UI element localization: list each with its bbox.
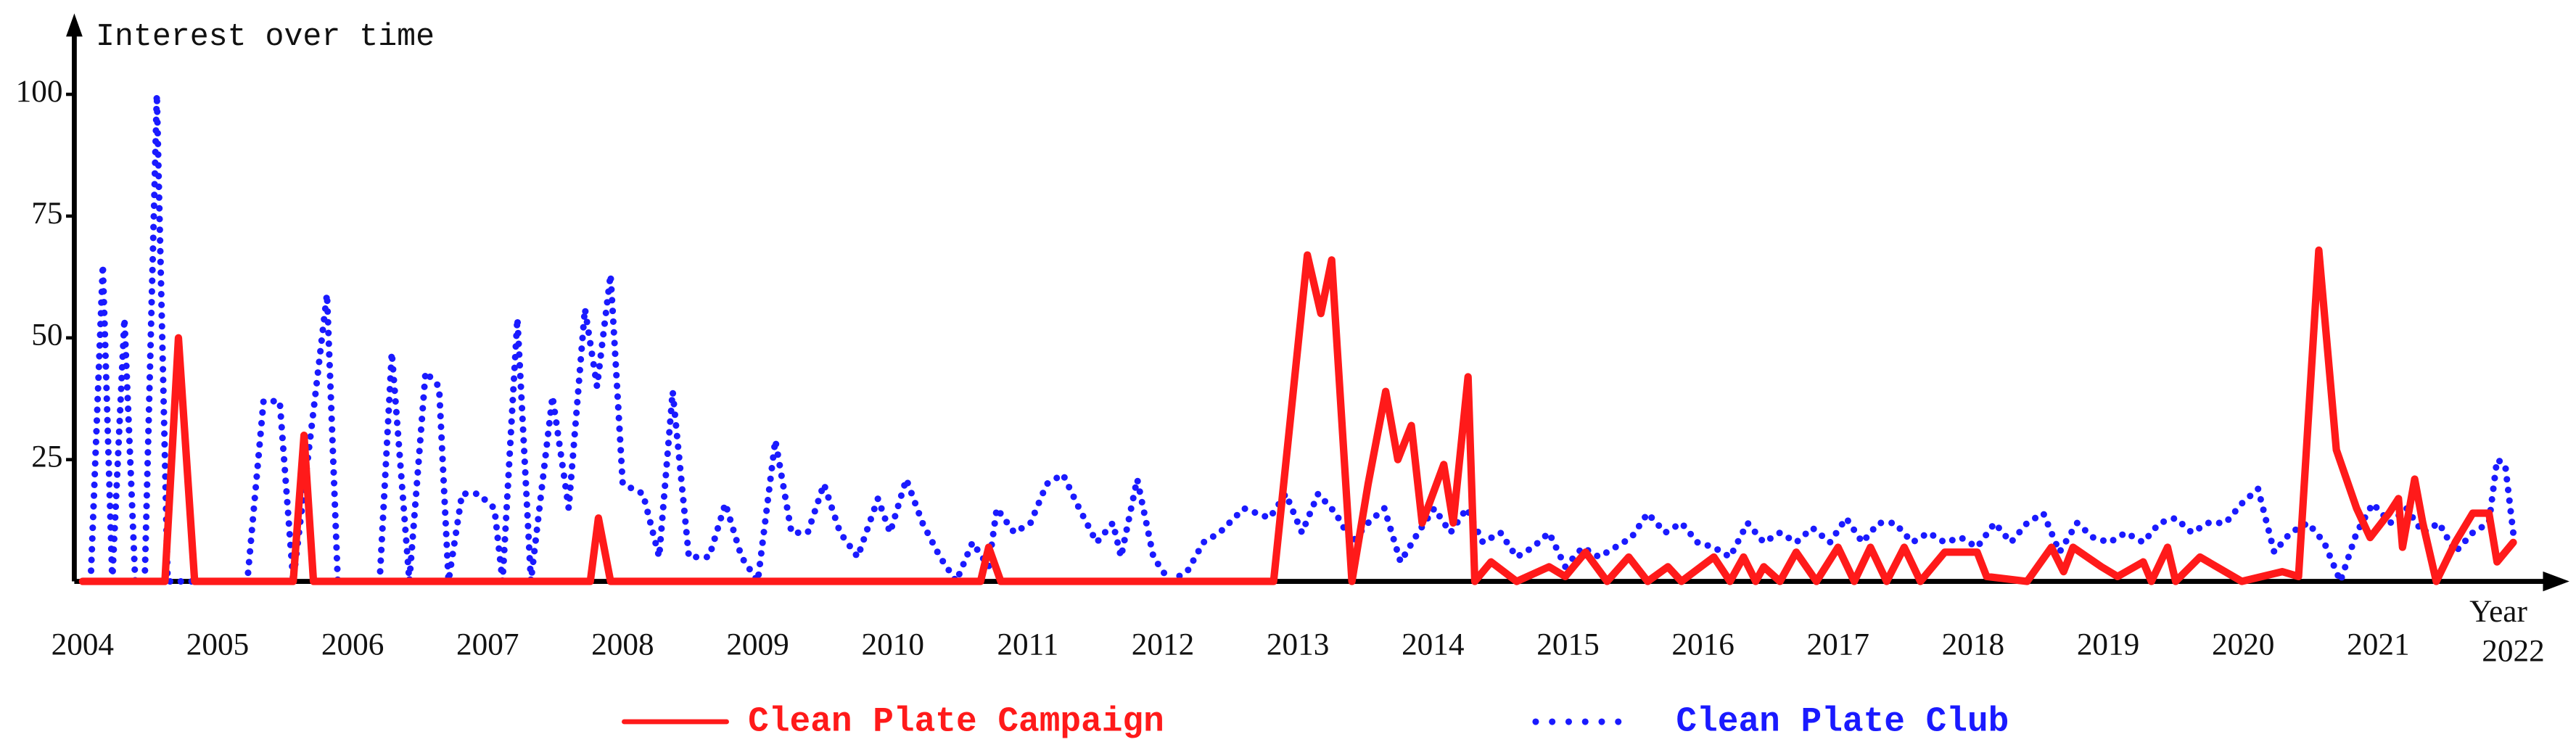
y-axis-title: Interest over time	[96, 19, 435, 54]
x-tick-label: 2007	[456, 627, 519, 662]
y-tick-label: 100	[16, 74, 63, 109]
series-line	[78, 246, 2517, 585]
legend-label: Clean Plate Campaign	[748, 703, 1164, 742]
x-tick-label: 2006	[321, 627, 384, 662]
x-tick-label: 2013	[1267, 627, 1329, 662]
legend-label: Clean Plate Club	[1676, 703, 2009, 742]
y-tick-label: 25	[31, 440, 62, 474]
x-tick-label: 2022	[2482, 634, 2544, 669]
series-line	[87, 91, 2517, 585]
x-tick-label: 2019	[2077, 627, 2139, 662]
x-tick-label: 2020	[2212, 627, 2274, 662]
x-tick-label: 2009	[726, 627, 789, 662]
x-tick-label: 2015	[1536, 627, 1599, 662]
x-tick-label: 2012	[1132, 627, 1194, 662]
x-tick-label: 2004	[52, 627, 114, 662]
x-tick-label: 2014	[1402, 627, 1464, 662]
x-tick-label: 2017	[1807, 627, 1869, 662]
x-tick-label: 2021	[2347, 627, 2409, 662]
x-tick-label: 2008	[591, 627, 654, 662]
y-tick-label: 50	[31, 318, 62, 353]
x-tick-label: 2010	[861, 627, 923, 662]
y-tick-label: 75	[31, 196, 62, 231]
x-tick-label: 2005	[186, 627, 249, 662]
x-axis-title: Year	[2469, 594, 2527, 629]
x-tick-label: 2018	[1942, 627, 2004, 662]
x-tick-label: 2016	[1671, 627, 1734, 662]
x-axis-arrow	[2543, 571, 2569, 592]
y-axis-arrow	[66, 13, 83, 37]
x-tick-label: 2011	[997, 627, 1058, 662]
